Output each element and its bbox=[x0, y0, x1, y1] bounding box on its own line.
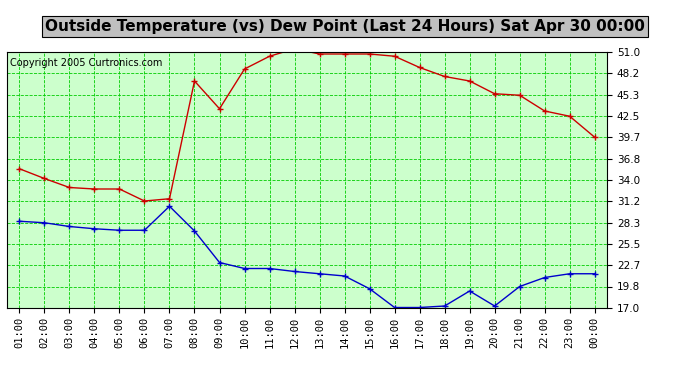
Text: Outside Temperature (vs) Dew Point (Last 24 Hours) Sat Apr 30 00:00: Outside Temperature (vs) Dew Point (Last… bbox=[45, 19, 645, 34]
Text: Copyright 2005 Curtronics.com: Copyright 2005 Curtronics.com bbox=[10, 58, 162, 68]
